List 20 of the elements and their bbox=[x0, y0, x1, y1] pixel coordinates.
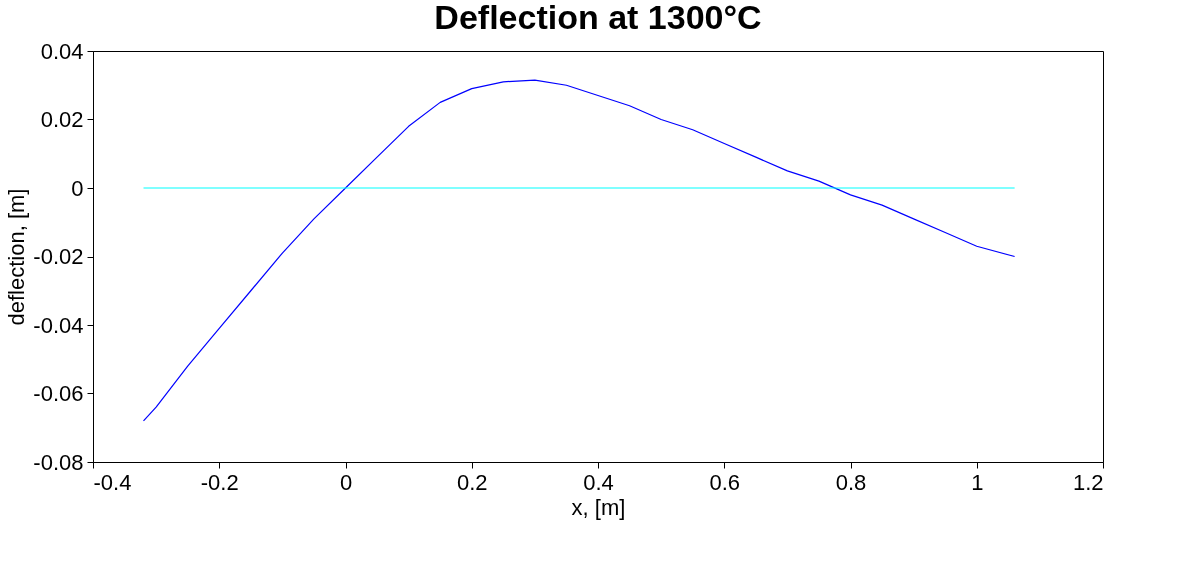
x-tick-label: 1 bbox=[971, 469, 984, 495]
y-tick-label: -0.08 bbox=[33, 449, 84, 475]
line-series bbox=[142, 79, 1016, 422]
y-tick-label: 0 bbox=[71, 175, 84, 201]
x-tick-label: -0.4 bbox=[93, 469, 132, 495]
y-axis-title: deflection, [m] bbox=[4, 188, 30, 326]
x-tick-label: 0 bbox=[339, 469, 353, 495]
y-tick-label: -0.04 bbox=[33, 312, 84, 338]
x-tick-label: 0.4 bbox=[583, 469, 614, 495]
y-tick-label: 0.02 bbox=[40, 107, 84, 132]
x-tick-label: 1.2 bbox=[1072, 469, 1104, 495]
chart-title: Deflection at 1300°C bbox=[434, 0, 762, 36]
y-tick-label: 0.04 bbox=[40, 38, 84, 64]
x-tick-label: 0.2 bbox=[456, 469, 488, 495]
x-tick-label: 0.6 bbox=[709, 469, 741, 495]
y-tick-label: -0.06 bbox=[33, 381, 84, 406]
y-tick-label: -0.02 bbox=[33, 244, 84, 269]
x-tick-label: 0.8 bbox=[835, 469, 867, 495]
x-axis-title: x, [m] bbox=[571, 494, 626, 520]
x-tick-label: -0.2 bbox=[200, 469, 239, 495]
